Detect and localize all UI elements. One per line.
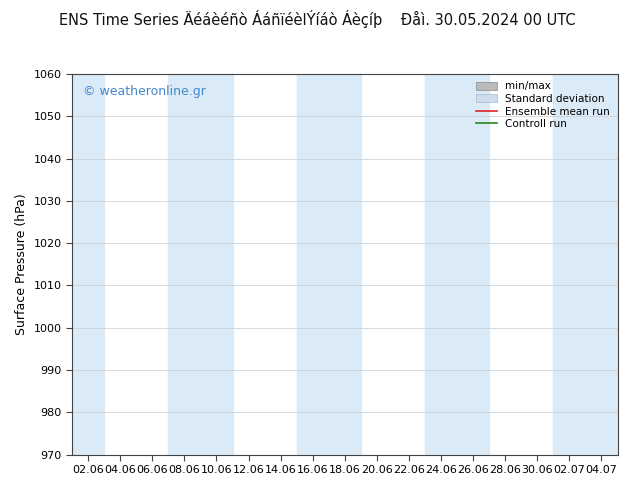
Bar [553,74,618,455]
Bar [297,74,361,455]
Legend: min/max, Standard deviation, Ensemble mean run, Controll run: min/max, Standard deviation, Ensemble me… [474,79,612,131]
Text: © weatheronline.gr: © weatheronline.gr [83,85,206,98]
Bar [169,74,233,455]
Text: ENS Time Series Äéáèéñò ÁáñïéèlÝíáò Áèçíþ    Ðåì. 30.05.2024 00 UTC: ENS Time Series Äéáèéñò ÁáñïéèlÝíáò Áèçí… [59,10,575,28]
Bar [72,74,104,455]
Bar [425,74,489,455]
Y-axis label: Surface Pressure (hPa): Surface Pressure (hPa) [15,194,28,335]
